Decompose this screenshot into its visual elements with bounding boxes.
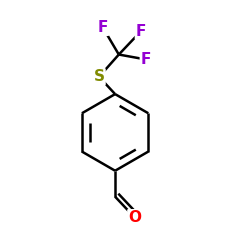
Text: F: F bbox=[136, 24, 146, 38]
Text: S: S bbox=[94, 69, 104, 84]
Text: F: F bbox=[141, 52, 151, 67]
Text: F: F bbox=[98, 20, 108, 35]
Text: O: O bbox=[128, 210, 141, 225]
